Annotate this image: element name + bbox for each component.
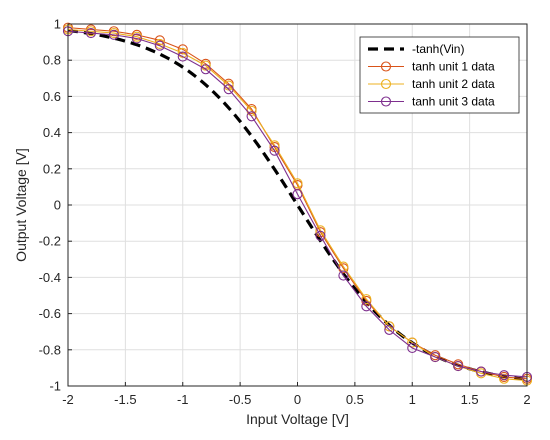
y-tick-label: 0 — [54, 198, 61, 213]
data-point — [476, 366, 487, 377]
x-tick-label: 2 — [523, 392, 530, 407]
data-point — [85, 27, 96, 39]
data-point — [430, 351, 441, 363]
data-point — [154, 35, 165, 46]
x-tick-label: -2 — [62, 392, 74, 407]
grid-layer — [67, 23, 528, 387]
y-tick-label: 0.8 — [43, 53, 61, 68]
data-point — [269, 145, 280, 156]
data-point — [338, 270, 349, 281]
y-tick-label: 0.6 — [43, 89, 61, 104]
x-tick-label: -0.5 — [229, 392, 251, 407]
series-line-3 — [67, 30, 528, 378]
data-point — [154, 40, 165, 51]
x-tick-label: -1 — [177, 392, 189, 407]
data-point — [177, 47, 188, 59]
data-point — [223, 84, 234, 95]
data-point — [407, 342, 418, 354]
data-point — [453, 361, 464, 372]
data-point — [200, 60, 211, 71]
data-point — [384, 324, 395, 335]
legend: -tanh(Vin) tanh unit 1 data tanh unit 2 da… — [359, 36, 520, 114]
data-point — [292, 178, 303, 189]
x-tick-label: 0 — [294, 392, 301, 407]
data-point — [177, 44, 188, 55]
data-point — [131, 33, 142, 44]
data-point — [177, 51, 188, 62]
data-point — [200, 64, 211, 75]
y-tick-label: 0.4 — [43, 125, 61, 140]
data-point — [498, 370, 510, 381]
data-point — [361, 301, 372, 312]
y-tick-label: -0.2 — [39, 234, 61, 249]
data-point — [246, 111, 257, 122]
y-tick-label: -0.8 — [39, 342, 61, 357]
x-axis-label: Input Voltage [V] — [246, 411, 349, 427]
legend-marker-1 — [380, 61, 392, 72]
data-point — [407, 337, 418, 348]
series-layer — [62, 22, 533, 386]
y-tick-label: -1 — [49, 379, 61, 394]
y-tick-label: 0.2 — [43, 161, 61, 176]
x-tick-label: 0.5 — [346, 392, 364, 407]
legend-marker-3 — [380, 96, 392, 107]
legend-marker-2 — [380, 78, 392, 90]
y-tick-label: -0.6 — [39, 306, 61, 321]
data-point — [498, 373, 510, 384]
legend-label-0: -tanh(Vin) — [412, 42, 464, 56]
data-point — [384, 321, 395, 332]
legend-label-2: tanh unit 2 data — [412, 77, 495, 91]
y-axis-label: Output Voltage [V] — [13, 148, 29, 262]
tick-layer: -2 -1.5 -1 -0.5 0 0.5 1 1.5 2 -1 -0.8 -0.6 -0.4 -0.2 0… — [39, 17, 531, 408]
data-point — [361, 294, 372, 305]
data-point — [108, 29, 119, 40]
x-tick-label: 1.5 — [461, 392, 479, 407]
legend-label-3: tanh unit 3 data — [412, 95, 495, 109]
data-point — [292, 189, 303, 200]
legend-label-1: tanh unit 1 data — [412, 60, 495, 74]
x-tick-label: -1.5 — [114, 392, 136, 407]
data-point — [315, 230, 326, 241]
y-tick-label: 1 — [54, 17, 61, 32]
series-line-1 — [67, 27, 528, 380]
y-tick-label: -0.4 — [39, 270, 61, 285]
x-tick-label: 1 — [409, 392, 416, 407]
